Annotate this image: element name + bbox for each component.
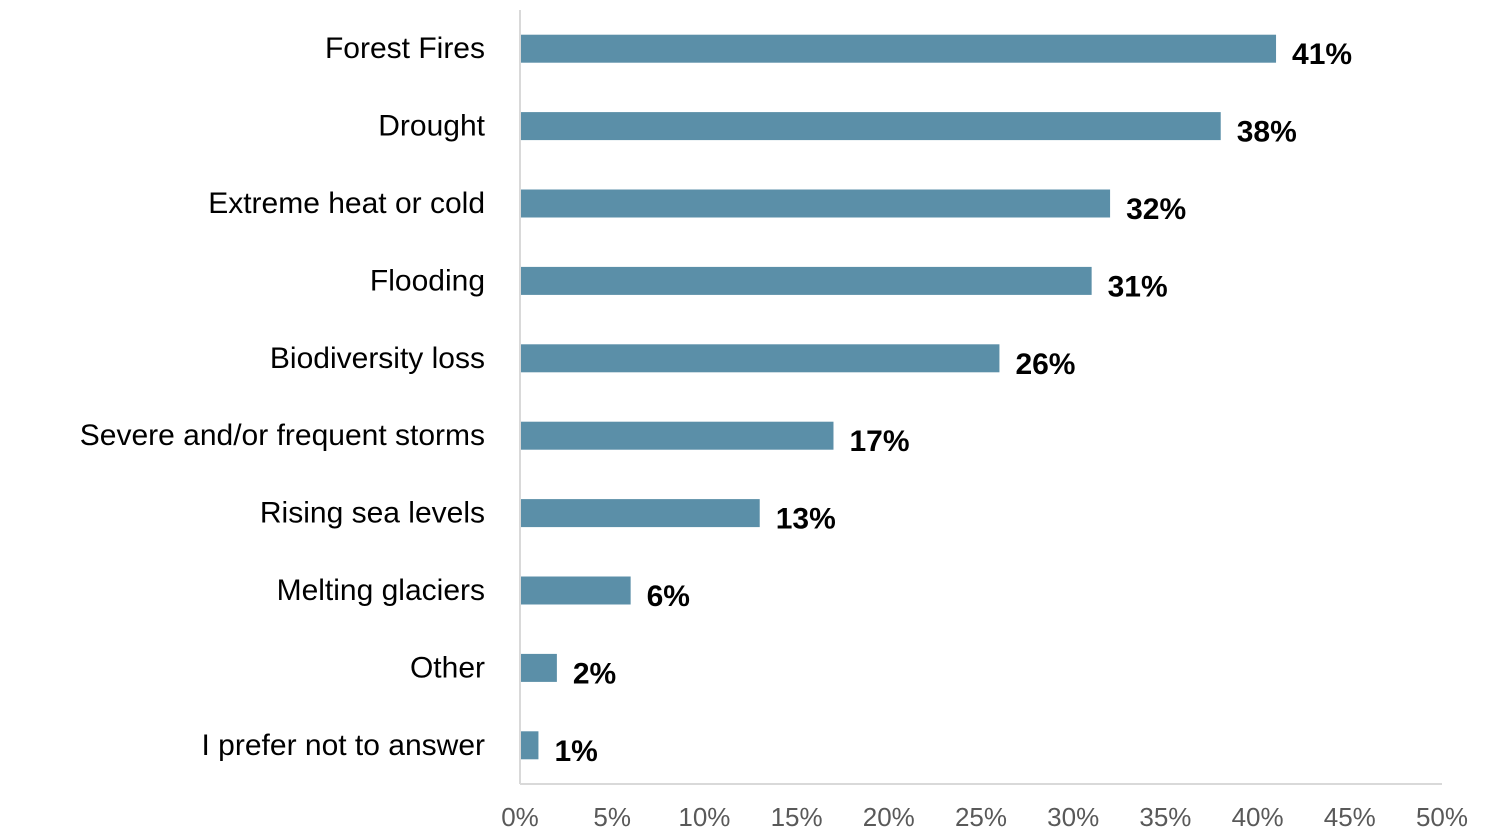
category-label: I prefer not to answer — [202, 729, 485, 762]
x-tick-label: 15% — [771, 802, 823, 832]
bar-biodiversity-loss — [520, 344, 999, 372]
bar-drought — [520, 112, 1221, 140]
bar-forest-fires — [520, 35, 1276, 63]
x-tick-label: 45% — [1324, 802, 1376, 832]
category-label: Drought — [378, 110, 485, 143]
x-tick-label: 40% — [1232, 802, 1284, 832]
bar-rising-sea-levels — [520, 499, 760, 527]
value-label: 13% — [776, 503, 836, 536]
value-label: 6% — [647, 580, 690, 613]
category-labels-group: Forest Fires Drought Extreme heat or cold F… — [80, 32, 486, 762]
x-tick-label: 30% — [1047, 802, 1099, 832]
bar-flooding — [520, 267, 1092, 295]
x-tick-label: 0% — [501, 802, 539, 832]
value-label: 17% — [849, 425, 909, 458]
x-tick-labels-group: 0% 5% 10% 15% 20% 25% 30% 35% 40% 45% 50% — [501, 802, 1468, 832]
value-label: 41% — [1292, 38, 1352, 71]
x-tick-label: 10% — [678, 802, 730, 832]
value-label: 2% — [573, 657, 616, 690]
bars-group — [520, 35, 1276, 760]
bar-i-prefer-not-to-answer — [520, 731, 538, 759]
category-label: Forest Fires — [325, 32, 485, 65]
category-label: Other — [410, 651, 485, 684]
x-tick-label: 25% — [955, 802, 1007, 832]
value-label: 1% — [554, 735, 597, 768]
bar-extreme-heat-or-cold — [520, 190, 1110, 218]
x-tick-label: 5% — [593, 802, 631, 832]
value-label: 38% — [1237, 116, 1297, 149]
value-labels-group: 41% 38% 32% 31% 26% 17% 13% 6% 2% 1% — [554, 38, 1352, 768]
category-label: Biodiversity loss — [270, 342, 485, 375]
value-label: 26% — [1015, 348, 1075, 381]
category-label: Rising sea levels — [260, 497, 485, 530]
value-label: 32% — [1126, 193, 1186, 226]
bar-other — [520, 654, 557, 682]
value-label: 31% — [1108, 270, 1168, 303]
category-label: Melting glaciers — [277, 574, 485, 607]
bar-melting-glaciers — [520, 577, 631, 605]
category-label: Flooding — [370, 264, 485, 297]
x-tick-label: 20% — [863, 802, 915, 832]
category-label: Severe and/or frequent storms — [80, 419, 485, 452]
bar-severe-and-or-frequent-storms — [520, 422, 833, 450]
category-label: Extreme heat or cold — [208, 187, 485, 220]
x-tick-label: 50% — [1416, 802, 1468, 832]
x-tick-label: 35% — [1139, 802, 1191, 832]
